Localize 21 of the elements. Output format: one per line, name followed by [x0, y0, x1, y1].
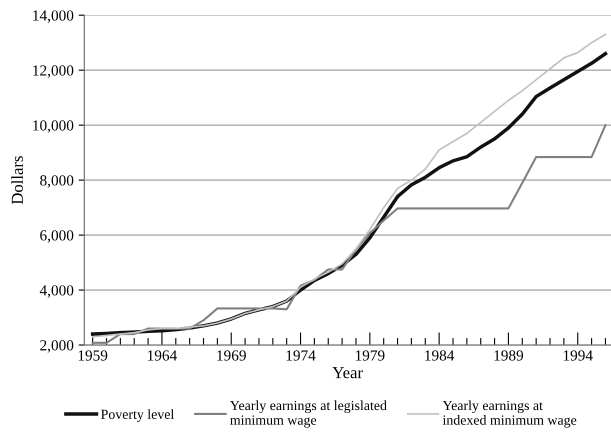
legend-label: Yearly earnings at legislated minimum wage [230, 400, 387, 428]
x-tick-label: 1994 [564, 350, 593, 361]
y-tick-label: 2,000 [40, 340, 74, 353]
line-series [92, 124, 606, 344]
legend-label: Yearly earnings at indexed minimum wage [442, 400, 576, 428]
legend-label: Poverty level [101, 409, 174, 422]
x-tick-label: 1989 [494, 350, 524, 361]
y-tick-label: 8,000 [40, 175, 74, 188]
y-tick-label: 12,000 [33, 65, 74, 78]
x-tick-label: 1959 [78, 350, 108, 361]
x-tick-label: 1984 [425, 350, 454, 361]
x-tick-label: 1969 [217, 350, 246, 361]
x-tick-label: 1974 [286, 350, 316, 361]
y-axis-title: Dollars [11, 156, 23, 204]
x-axis-title: Year [332, 367, 363, 378]
x-tick-label: 1979 [356, 350, 384, 361]
y-tick-label: 4,000 [40, 285, 74, 298]
y-tick-label: 14,000 [33, 10, 74, 23]
y-tick-label: 6,000 [40, 230, 74, 243]
y-tick-label: 10,000 [33, 120, 74, 133]
x-tick-label: 1964 [148, 350, 177, 361]
